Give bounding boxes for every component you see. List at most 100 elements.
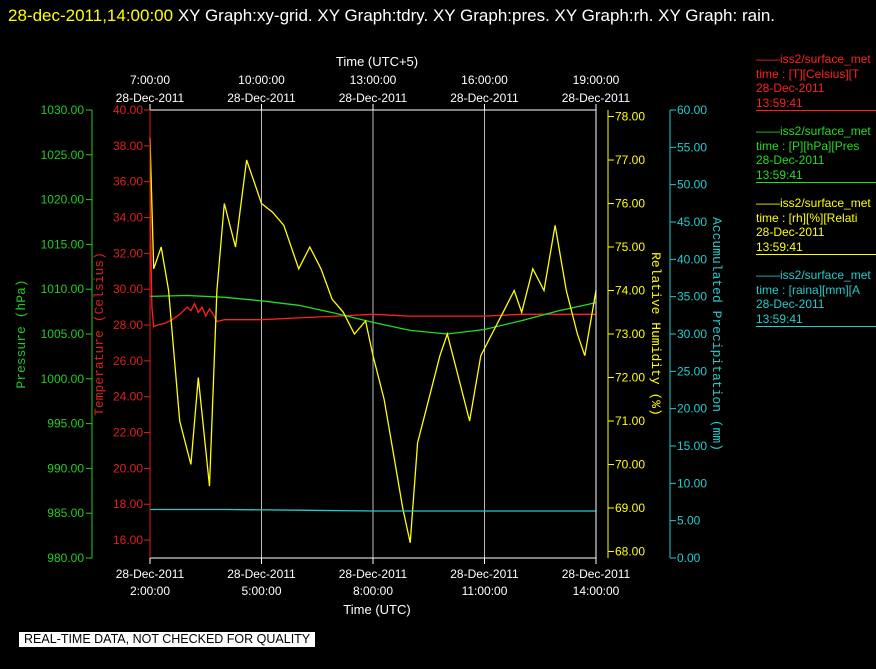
pressure-tick-label: 1025.00 [41,148,85,162]
humidity-tick-label: 70.00 [615,457,645,471]
temperature-tick-label: 16.00 [113,533,143,547]
temperature-tick-label: 40.00 [113,103,143,117]
legend-series-name: ——iss2/surface_met [756,124,871,138]
humidity-tick-label: 72.00 [615,370,645,384]
x-tick-label: 28-Dec-2011 [227,567,296,581]
humidity-tick-label: 78.00 [615,110,645,124]
pressure-axis-title: Pressure (hPa) [14,279,29,388]
header-timestamp: 28-dec-2011,14:00:00 [8,6,174,25]
legend-temperature: ——iss2/surface_met time : [T][Celsius][T… [756,52,876,111]
humidity-tick-label: 75.00 [615,240,645,254]
legend-series-time: 13:59:41 [756,167,803,182]
x-tick-label: 28-Dec-2011 [116,567,185,581]
x-tick-label: 8:00:00 [353,584,393,598]
rain-axis-title: Accumulated Precipitation (mm) [709,217,724,451]
temperature-tick-label: 32.00 [113,246,143,260]
x-tick-label: 28-Dec-2011 [450,567,519,581]
temperature-axis-title: Temperature (Celsius) [92,252,107,416]
x-tick-label: 28-Dec-2011 [562,567,631,581]
x-top-axis-title: Time (UTC+5) [336,54,418,69]
legend-series-time: 13:59:41 [756,95,803,110]
legend-series-name: ——iss2/surface_met [756,52,871,66]
humidity-tick-label: 76.00 [615,197,645,211]
legend-series-var: time : [T][Celsius][T [756,66,860,81]
legend-series-time: 13:59:41 [756,239,803,254]
legend-series-name: ——iss2/surface_met [756,196,871,210]
x-top-tick-label: 28-Dec-2011 [450,91,519,105]
temperature-tick-label: 18.00 [113,497,143,511]
humidity-axis-title: Relative Humidity (%) [648,252,663,416]
axis-layer: 28-Dec-2011 2:00:00 28-Dec-2011 5:00:00 28-D… [14,54,724,617]
pressure-tick-label: 1005.00 [41,327,85,341]
legend-series-date: 28-Dec-2011 [756,153,825,167]
x-top-tick-label: 19:00:00 [573,73,620,87]
x-top-tick-label: 10:00:00 [238,73,285,87]
x-top-tick-label: 28-Dec-2011 [339,91,408,105]
x-tick-label: 5:00:00 [241,584,281,598]
humidity-tick-label: 71.00 [615,414,645,428]
legend-series-date: 28-Dec-2011 [756,297,825,311]
x-top-tick-label: 7:00:00 [130,73,170,87]
pressure-tick-label: 985.00 [47,506,84,520]
x-tick-label: 2:00:00 [130,584,170,598]
grid-layer [149,110,597,558]
rain-tick-label: 15.00 [677,439,707,453]
pressure-tick-label: 995.00 [47,417,84,431]
temperature-tick-label: 26.00 [113,354,143,368]
rain-tick-label: 25.00 [677,364,707,378]
pressure-tick-label: 990.00 [47,461,84,475]
x-top-tick-label: 28-Dec-2011 [227,91,296,105]
legend-series-name: ——iss2/surface_met [756,268,871,282]
rain-tick-label: 5.00 [677,514,701,528]
rain-series-line [150,508,596,512]
legend-series-date: 28-Dec-2011 [756,81,825,95]
rain-tick-label: 60.00 [677,103,707,117]
x-top-tick-label: 16:00:00 [461,73,508,87]
humidity-tick-label: 74.00 [615,284,645,298]
legend-series-var: time : [raina][mm][A [756,282,861,297]
legend-series-var: time : [P][hPa][Pres [756,138,860,153]
legend-rain: ——iss2/surface_met time : [raina][mm][A … [756,268,876,327]
pressure-tick-label: 1020.00 [41,193,85,207]
series-layer [149,136,597,543]
rain-tick-label: 30.00 [677,327,707,341]
pressure-series-line [149,294,597,335]
pressure-tick-label: 1010.00 [41,282,85,296]
humidity-tick-label: 77.00 [615,153,645,167]
temperature-tick-label: 36.00 [113,175,143,189]
x-top-tick-label: 13:00:00 [350,73,397,87]
x-tick-label: 28-Dec-2011 [339,567,408,581]
x-top-tick-label: 28-Dec-2011 [562,91,631,105]
temperature-tick-label: 34.00 [113,211,143,225]
rain-tick-label: 10.00 [677,476,707,490]
humidity-tick-label: 69.00 [615,501,645,515]
rain-tick-label: 35.00 [677,290,707,304]
rain-tick-label: 0.00 [677,551,701,565]
pressure-tick-label: 1015.00 [41,237,85,251]
legend-series-var: time : [rh][%][Relati [756,210,858,225]
rain-tick-label: 55.00 [677,140,707,154]
rain-tick-label: 20.00 [677,402,707,416]
x-axis-title: Time (UTC) [343,602,410,617]
legend-pressure: ——iss2/surface_met time : [P][hPa][Pres … [756,124,876,183]
temperature-tick-label: 38.00 [113,139,143,153]
legend-series-time: 13:59:41 [756,311,803,326]
legend-humidity: ——iss2/surface_met time : [rh][%][Relati… [756,196,876,255]
pressure-tick-label: 980.00 [47,551,84,565]
x-tick-label: 11:00:00 [462,584,508,598]
legend-series-date: 28-Dec-2011 [756,225,825,239]
rain-tick-label: 50.00 [677,178,707,192]
header-title: XY Graph:xy-grid. XY Graph:tdry. XY Grap… [177,6,776,25]
humidity-tick-label: 73.00 [615,327,645,341]
temperature-tick-label: 22.00 [113,426,143,440]
temperature-tick-label: 20.00 [113,461,143,475]
quality-notice: REAL-TIME DATA, NOT CHECKED FOR QUALITY [19,632,316,647]
x-tick-label: 14:00:00 [573,584,620,598]
humidity-series-line [149,138,597,543]
temperature-tick-label: 30.00 [113,282,143,296]
pressure-tick-label: 1030.00 [41,103,85,117]
graph-header: 28-dec-2011,14:00:00 XY Graph:xy-grid. X… [8,2,868,30]
humidity-tick-label: 68.00 [615,544,645,558]
x-top-tick-label: 28-Dec-2011 [116,91,185,105]
